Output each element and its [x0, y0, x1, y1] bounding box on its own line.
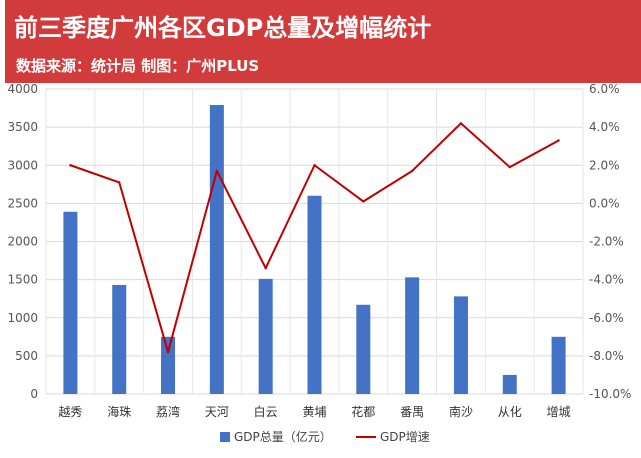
y-right-tick-label: 2.0%	[589, 158, 620, 172]
bar-增城	[551, 336, 566, 394]
bar-白云	[258, 278, 273, 394]
x-category-label: 花都	[351, 404, 375, 419]
x-category-label: 从化	[498, 405, 522, 419]
legend-label-growth: GDP增速	[380, 430, 430, 444]
y-left-tick-label: 2500	[7, 196, 38, 210]
x-category-label: 荔湾	[156, 404, 180, 419]
x-category-label: 增城	[547, 405, 571, 419]
y-right-tick-label: 4.0%	[589, 120, 620, 134]
y-left-tick-label: 2000	[7, 235, 38, 249]
y-left-tick-label: 1500	[7, 273, 38, 287]
y-right-tick-label: 6.0%	[589, 82, 620, 96]
bar-从化	[502, 374, 517, 394]
x-category-label: 南沙	[449, 404, 473, 419]
line-series	[69, 122, 560, 354]
banner-accent-bar	[0, 0, 5, 83]
y-right-tick-label: -6.0%	[589, 311, 624, 325]
bar-海珠	[112, 284, 127, 394]
growth-point-荔湾	[166, 350, 170, 354]
y-right-tick-label: -10.0%	[589, 387, 631, 401]
x-category-label: 天河	[205, 405, 229, 419]
y-left-tick-label: 0	[30, 387, 38, 401]
x-category-label: 黄埔	[302, 405, 326, 419]
legend: GDP总量（亿元） GDP增速	[220, 429, 430, 444]
y-right-tick-label: 0.0%	[589, 196, 620, 210]
header-banner: 前三季度广州各区GDP总量及增幅统计 数据来源：统计局 制图：广州PLUS	[0, 0, 641, 83]
x-category-label: 海珠	[107, 404, 131, 419]
bar-黄埔	[307, 195, 322, 394]
legend-label-gdp: GDP总量（亿元）	[234, 429, 332, 444]
y-right-tick-label: -2.0%	[589, 235, 624, 249]
growth-point-天河	[215, 169, 219, 173]
y-right-tick-label: -8.0%	[589, 349, 624, 363]
x-category-label: 番禺	[400, 405, 424, 419]
bar-天河	[209, 105, 224, 394]
x-category-label: 白云	[254, 404, 278, 419]
bar-番禺	[405, 277, 420, 394]
y-left-tick-label: 500	[15, 349, 38, 363]
growth-point-越秀	[69, 164, 72, 167]
growth-point-番禺	[410, 169, 414, 173]
growth-point-海珠	[118, 181, 121, 184]
bar-花都	[356, 304, 371, 394]
y-left-tick-label: 3000	[7, 158, 38, 172]
bar-南沙	[453, 296, 468, 394]
legend-swatch-gdp	[220, 432, 230, 442]
bar-荔湾	[161, 336, 176, 394]
growth-point-南沙	[459, 122, 463, 125]
growth-point-白云	[264, 266, 267, 270]
chart-subtitle: 数据来源：统计局 制图：广州PLUS	[16, 57, 260, 75]
growth-point-从化	[508, 165, 511, 169]
growth-point-增城	[557, 139, 560, 142]
x-category-label: 越秀	[58, 405, 82, 419]
bar-越秀	[63, 211, 78, 394]
axes: 0 500 1000 1500 2000 2500 3000 3500 4000 -10.0% -8…	[7, 82, 631, 419]
growth-point-花都	[362, 200, 365, 203]
y-left-tick-label: 3500	[7, 120, 38, 134]
chart-title: 前三季度广州各区GDP总量及增幅统计	[14, 14, 432, 42]
y-left-tick-label: 1000	[7, 311, 38, 325]
growth-point-黄埔	[313, 164, 316, 167]
y-left-tick-label: 4000	[7, 82, 38, 96]
y-right-tick-label: -4.0%	[589, 273, 624, 287]
